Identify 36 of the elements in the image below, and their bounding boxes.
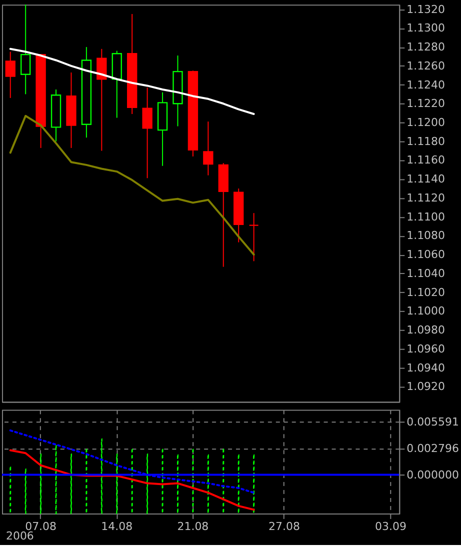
x-tick-label: 27.08 [268,520,300,533]
candlestick [203,121,214,176]
line-series [9,449,255,511]
y-tick-label: 0.000000 [406,468,459,482]
y-tick-label: 1.1220 [406,97,446,110]
y-tick-label: 1.0920 [406,380,446,394]
x-tick-label: 14.08 [101,520,133,533]
y-tick-label: 1.1100 [406,210,446,224]
y-tick-label: 1.1020 [406,286,446,299]
y-tick-label: 1.1240 [406,78,446,92]
y-tick-label: 1.1000 [406,304,446,318]
y-tick-label: 1.1260 [406,59,446,72]
y-tick-label: 1.0940 [406,361,446,374]
candlestick [142,87,152,179]
y-tick-label: 1.1320 [406,2,446,16]
x-tick-label: 03.09 [375,520,406,533]
line-series [9,48,255,116]
candlestick [20,4,31,95]
y-tick-label: 1.0980 [406,324,446,337]
line-series [9,114,255,256]
candlestick [248,212,259,262]
candlestick [5,51,16,98]
y-tick-label: 1.0960 [406,342,446,356]
x-tick-label: 21.08 [177,520,209,533]
y-tick-label: 1.1080 [406,229,446,242]
y-tick-label: 1.1120 [406,191,446,204]
y-tick-label: 1.1140 [406,172,446,186]
y-tick-label: 0.002796 [406,442,459,455]
y-tick-label: 1.1040 [406,266,446,280]
y-tick-label: 1.1180 [406,134,446,148]
y-tick-label: 0.005591 [406,416,459,429]
y-tick-label: 1.1300 [406,22,446,35]
y-tick-label: 1.1280 [406,40,446,54]
y-tick-label: 1.1200 [406,116,446,129]
y-tick-label: 1.1160 [406,154,446,167]
y-tick-label: 1.1060 [406,248,446,262]
